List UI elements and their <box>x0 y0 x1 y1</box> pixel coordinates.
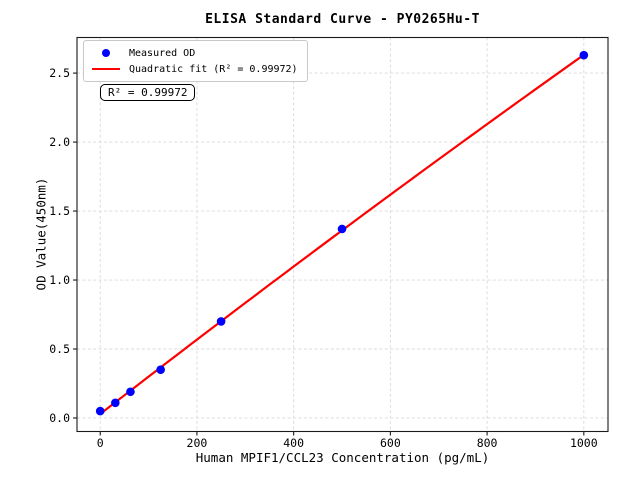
data-point <box>111 398 120 408</box>
r-squared-annotation: R² = 0.99972 <box>100 84 196 101</box>
x-tick-label: 1000 <box>569 436 598 450</box>
x-tick-label: 600 <box>379 436 401 450</box>
fit-line <box>99 53 585 415</box>
y-tick-label: 1.5 <box>49 204 70 219</box>
data-point <box>156 365 165 374</box>
x-tick-label: 800 <box>476 436 498 450</box>
y-tick-label: 2.0 <box>49 135 70 150</box>
grid-lines <box>77 37 608 432</box>
data-points <box>95 50 589 416</box>
data-point <box>126 387 135 397</box>
plot-border <box>76 36 609 433</box>
legend: Measured OD Quadratic fit (R² = 0.99972) <box>83 40 308 82</box>
data-point <box>95 406 105 416</box>
quadratic-fit-line-icon <box>91 68 121 70</box>
legend-item-measured-od: Measured OD <box>91 45 298 61</box>
x-tick-label: 400 <box>283 436 305 450</box>
tick-marks <box>73 72 585 436</box>
legend-label: Quadratic fit (R² = 0.99972) <box>129 63 298 75</box>
x-tick-label: 0 <box>96 436 104 450</box>
data-point <box>216 317 226 326</box>
y-tick-label: 0.0 <box>49 410 70 425</box>
y-tick-label: 0.5 <box>49 342 70 356</box>
quadratic-fit-curve <box>99 53 585 415</box>
data-point <box>579 50 589 60</box>
y-tick-label: 2.5 <box>49 66 70 81</box>
y-tick-label: 1.0 <box>49 273 70 288</box>
legend-label: Measured OD <box>129 47 196 59</box>
x-axis-label: Human MPIF1/CCL23 Concentration (pg/mL) <box>195 450 490 465</box>
axes-spines <box>76 36 609 433</box>
chart-title: ELISA Standard Curve - PY0265Hu-T <box>205 12 480 27</box>
y-axis-label-text: OD Value(450nm) <box>33 177 49 291</box>
legend-item-quadratic-fit: Quadratic fit (R² = 0.99972) <box>91 61 298 77</box>
data-point <box>337 224 347 234</box>
x-tick-label: 200 <box>186 436 208 450</box>
measured-od-marker-icon <box>91 49 121 57</box>
